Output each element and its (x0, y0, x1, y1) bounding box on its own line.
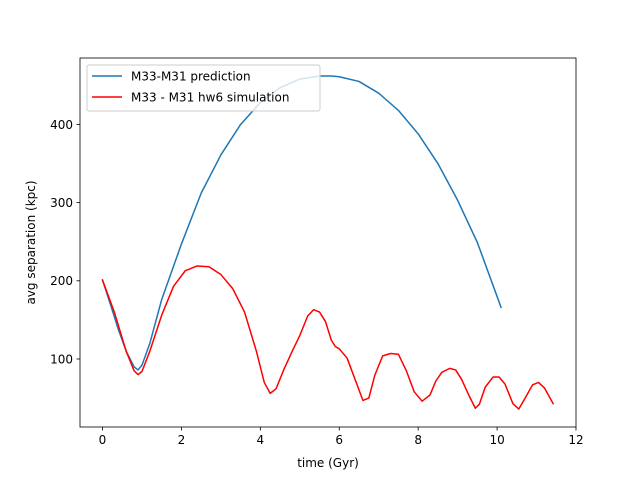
x-axis-label: time (Gyr) (297, 456, 359, 470)
y-axis-ticks: 100 200 300 400 (50, 118, 80, 366)
legend-label-simulation: M33 - M31 hw6 simulation (131, 91, 289, 105)
axes-frame (79, 57, 577, 428)
y-axis-label: avg separation (kpc) (24, 180, 38, 304)
x-tick-label: 0 (99, 433, 107, 447)
y-tick-label: 200 (50, 274, 73, 288)
legend-box (86, 64, 321, 112)
legend-label-prediction: M33-M31 prediction (131, 70, 251, 84)
legend: M33-M31 prediction M33 - M31 hw6 simulat… (86, 64, 321, 112)
x-tick-label: 12 (568, 433, 583, 447)
y-tick-label: 300 (50, 196, 73, 210)
y-tick-label: 400 (50, 118, 73, 132)
x-tick-label: 10 (489, 433, 504, 447)
x-tick-label: 2 (178, 433, 186, 447)
y-tick-label: 100 (50, 352, 73, 366)
x-tick-label: 6 (335, 433, 343, 447)
x-axis-ticks: 0 2 4 6 8 10 12 (99, 427, 584, 447)
series-line-simulation (101, 265, 555, 410)
x-tick-label: 8 (414, 433, 422, 447)
x-tick-label: 4 (257, 433, 265, 447)
